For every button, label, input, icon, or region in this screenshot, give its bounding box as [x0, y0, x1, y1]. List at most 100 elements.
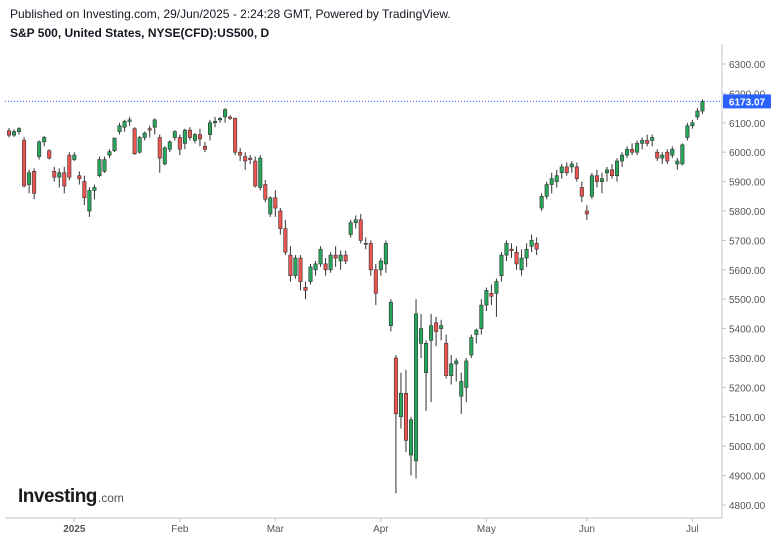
candle — [534, 237, 539, 256]
price-axis: 4800.00 4900.00 5000.00 5100.00 5200.00 5300.… — [721, 44, 771, 518]
candle-body — [12, 131, 17, 136]
candle-body — [313, 263, 318, 271]
candle — [213, 116, 218, 128]
candle-body — [152, 119, 157, 128]
candle — [253, 156, 258, 188]
candle-body — [172, 131, 177, 138]
candle — [514, 246, 519, 270]
candle-body — [625, 148, 630, 156]
price-tick-label: 5500.00 — [729, 295, 766, 306]
price-tick-label: 5100.00 — [729, 413, 766, 424]
candle — [398, 372, 403, 429]
candle — [228, 115, 233, 120]
candle — [509, 243, 514, 259]
candle — [333, 246, 338, 267]
price-tick-label: 5800.00 — [729, 207, 766, 218]
candle-body — [504, 243, 509, 256]
candle — [313, 260, 318, 276]
candle-body — [419, 328, 424, 344]
candle-body — [323, 263, 328, 271]
price-tick-label: 5300.00 — [729, 354, 766, 365]
candle-body — [182, 129, 187, 144]
candle-body — [469, 337, 474, 356]
candle — [263, 180, 268, 203]
candle — [554, 169, 559, 188]
candle — [197, 128, 202, 147]
candle-body — [243, 156, 248, 162]
candle-body — [474, 329, 479, 335]
candle — [499, 252, 504, 282]
candle — [429, 313, 434, 403]
candle-body — [408, 419, 413, 456]
candle-body — [439, 325, 444, 329]
candle — [444, 334, 449, 379]
candle-body — [599, 178, 604, 182]
candle — [343, 250, 348, 264]
candle — [579, 181, 584, 203]
publish-info: Published on Investing.com, 29/Jun/2025 … — [10, 7, 451, 21]
candle-body — [549, 178, 554, 185]
candle — [368, 240, 373, 276]
price-tick-label: 6100.00 — [729, 119, 766, 130]
candle — [685, 122, 690, 141]
candle — [323, 258, 328, 276]
candle-body — [218, 118, 223, 121]
candle-body — [670, 148, 675, 156]
candle — [238, 147, 243, 162]
candle — [172, 130, 177, 141]
candle — [675, 158, 680, 170]
candle-body — [228, 116, 233, 119]
candle-body — [27, 172, 32, 185]
candle — [97, 156, 102, 178]
candle-body — [208, 122, 213, 135]
candle-body — [162, 147, 167, 165]
candle — [288, 246, 293, 282]
candle-body — [529, 240, 534, 247]
candle-body — [127, 119, 132, 122]
candle-body — [263, 184, 268, 200]
candle-body — [62, 172, 67, 187]
candle — [87, 187, 92, 217]
candle-body — [414, 313, 419, 462]
candle — [273, 190, 278, 217]
candle-body — [308, 266, 313, 282]
candle-body — [37, 141, 42, 157]
candle-body — [77, 175, 82, 179]
candle-body — [253, 160, 258, 187]
candle — [665, 149, 670, 164]
candle-body — [47, 150, 52, 159]
candle — [474, 328, 479, 344]
candle — [408, 416, 413, 476]
candle — [700, 99, 705, 114]
candle — [243, 152, 248, 170]
candle — [258, 155, 263, 191]
price-tick-label: 6000.00 — [729, 148, 766, 159]
candle-body — [348, 222, 353, 235]
plot-area — [5, 99, 722, 494]
candle — [67, 152, 72, 181]
candle — [419, 313, 424, 358]
candle — [202, 141, 207, 153]
candle-body — [107, 151, 112, 156]
candle-body — [97, 159, 102, 177]
symbol-title: S&P 500, United States, NYSE(CFD):US500,… — [10, 26, 270, 40]
candle — [328, 252, 333, 273]
candle — [439, 319, 444, 341]
candle-body — [519, 257, 524, 271]
investing-logo: Investing .com — [18, 486, 124, 508]
candle-body — [117, 125, 122, 132]
candle-body — [620, 154, 625, 162]
candle — [519, 249, 524, 276]
price-tick-label: 5900.00 — [729, 178, 766, 189]
candle — [434, 316, 439, 347]
candle — [62, 166, 67, 194]
candle-body — [645, 140, 650, 144]
candle — [459, 372, 464, 414]
candle-body — [388, 301, 393, 326]
candle — [268, 196, 273, 217]
candle — [278, 208, 283, 235]
candle-body — [112, 137, 117, 152]
candle-body — [514, 251, 519, 265]
candle — [529, 234, 534, 253]
